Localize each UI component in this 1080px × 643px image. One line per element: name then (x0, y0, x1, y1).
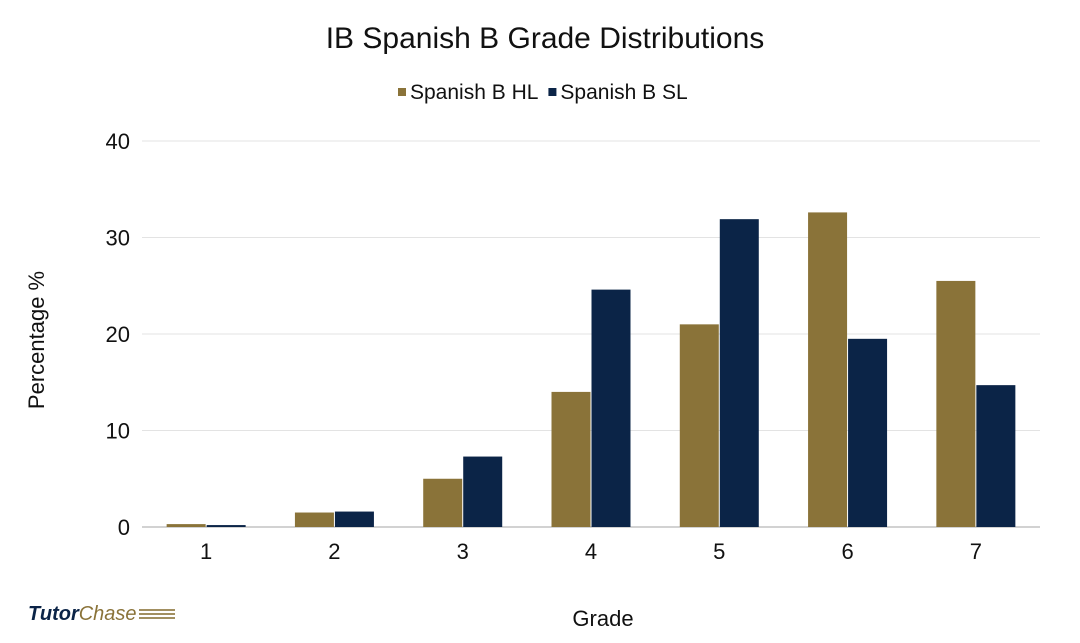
tutorchase-logo: Tutor Chase (28, 603, 175, 626)
bar-spanish-b-hl-grade-1 (166, 524, 206, 527)
x-tick-label: 4 (585, 539, 597, 564)
bar-spanish-b-sl-grade-6 (848, 338, 888, 527)
x-tick-label: 3 (457, 539, 469, 564)
x-tick-labels: 1 2 3 4 5 6 7 (200, 539, 982, 564)
legend-label: Spanish B SL (560, 81, 687, 104)
gridlines: 0 10 20 30 40 (106, 129, 1040, 540)
y-tick-label: 10 (106, 419, 130, 444)
legend-swatch (398, 88, 406, 96)
bars (166, 212, 1016, 528)
bar-spanish-b-hl-grade-7 (936, 280, 976, 527)
legend: Spanish B HL Spanish B SL (398, 81, 688, 104)
y-tick-label: 20 (106, 322, 130, 347)
legend-swatch (548, 88, 557, 96)
logo-text-tutor: Tutor (28, 603, 79, 625)
x-axis-label: Grade (572, 606, 633, 631)
x-tick-label: 5 (713, 539, 725, 564)
bar-spanish-b-hl-grade-4 (551, 391, 591, 527)
bar-spanish-b-sl-grade-2 (334, 511, 374, 527)
bar-spanish-b-sl-grade-5 (719, 219, 759, 528)
legend-label: Spanish B HL (410, 81, 538, 104)
bar-spanish-b-sl-grade-3 (463, 456, 503, 527)
x-tick-label: 7 (970, 539, 982, 564)
bar-spanish-b-sl-grade-7 (976, 385, 1016, 527)
y-tick-label: 30 (106, 226, 130, 251)
y-tick-label: 0 (118, 515, 130, 540)
y-axis-label: Percentage % (24, 271, 49, 409)
bar-spanish-b-hl-grade-2 (294, 512, 334, 527)
x-tick-label: 6 (841, 539, 853, 564)
logo-text-chase: Chase (78, 603, 137, 625)
bar-spanish-b-hl-grade-6 (808, 212, 848, 527)
logo-speed-lines (138, 608, 175, 621)
bar-spanish-b-sl-grade-4 (591, 289, 631, 527)
x-tick-label: 2 (328, 539, 340, 564)
bar-spanish-b-hl-grade-3 (423, 478, 463, 527)
x-tick-label: 1 (200, 539, 212, 564)
bar-spanish-b-sl-grade-1 (206, 525, 246, 527)
chart-title: IB Spanish B Grade Distributions (326, 22, 765, 55)
bar-spanish-b-hl-grade-5 (679, 324, 719, 527)
y-tick-label: 40 (106, 129, 130, 154)
